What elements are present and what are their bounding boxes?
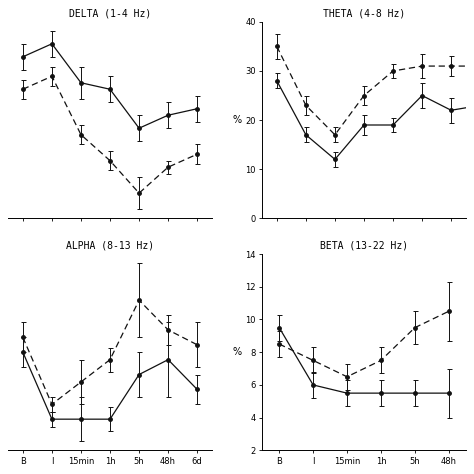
Title: DELTA (1-4 Hz): DELTA (1-4 Hz) xyxy=(69,9,151,18)
Title: ALPHA (8-13 Hz): ALPHA (8-13 Hz) xyxy=(66,240,154,250)
Title: BETA (13-22 Hz): BETA (13-22 Hz) xyxy=(320,240,408,250)
Y-axis label: %: % xyxy=(233,347,242,357)
Title: THETA (4-8 Hz): THETA (4-8 Hz) xyxy=(323,9,405,18)
Y-axis label: %: % xyxy=(233,115,242,125)
